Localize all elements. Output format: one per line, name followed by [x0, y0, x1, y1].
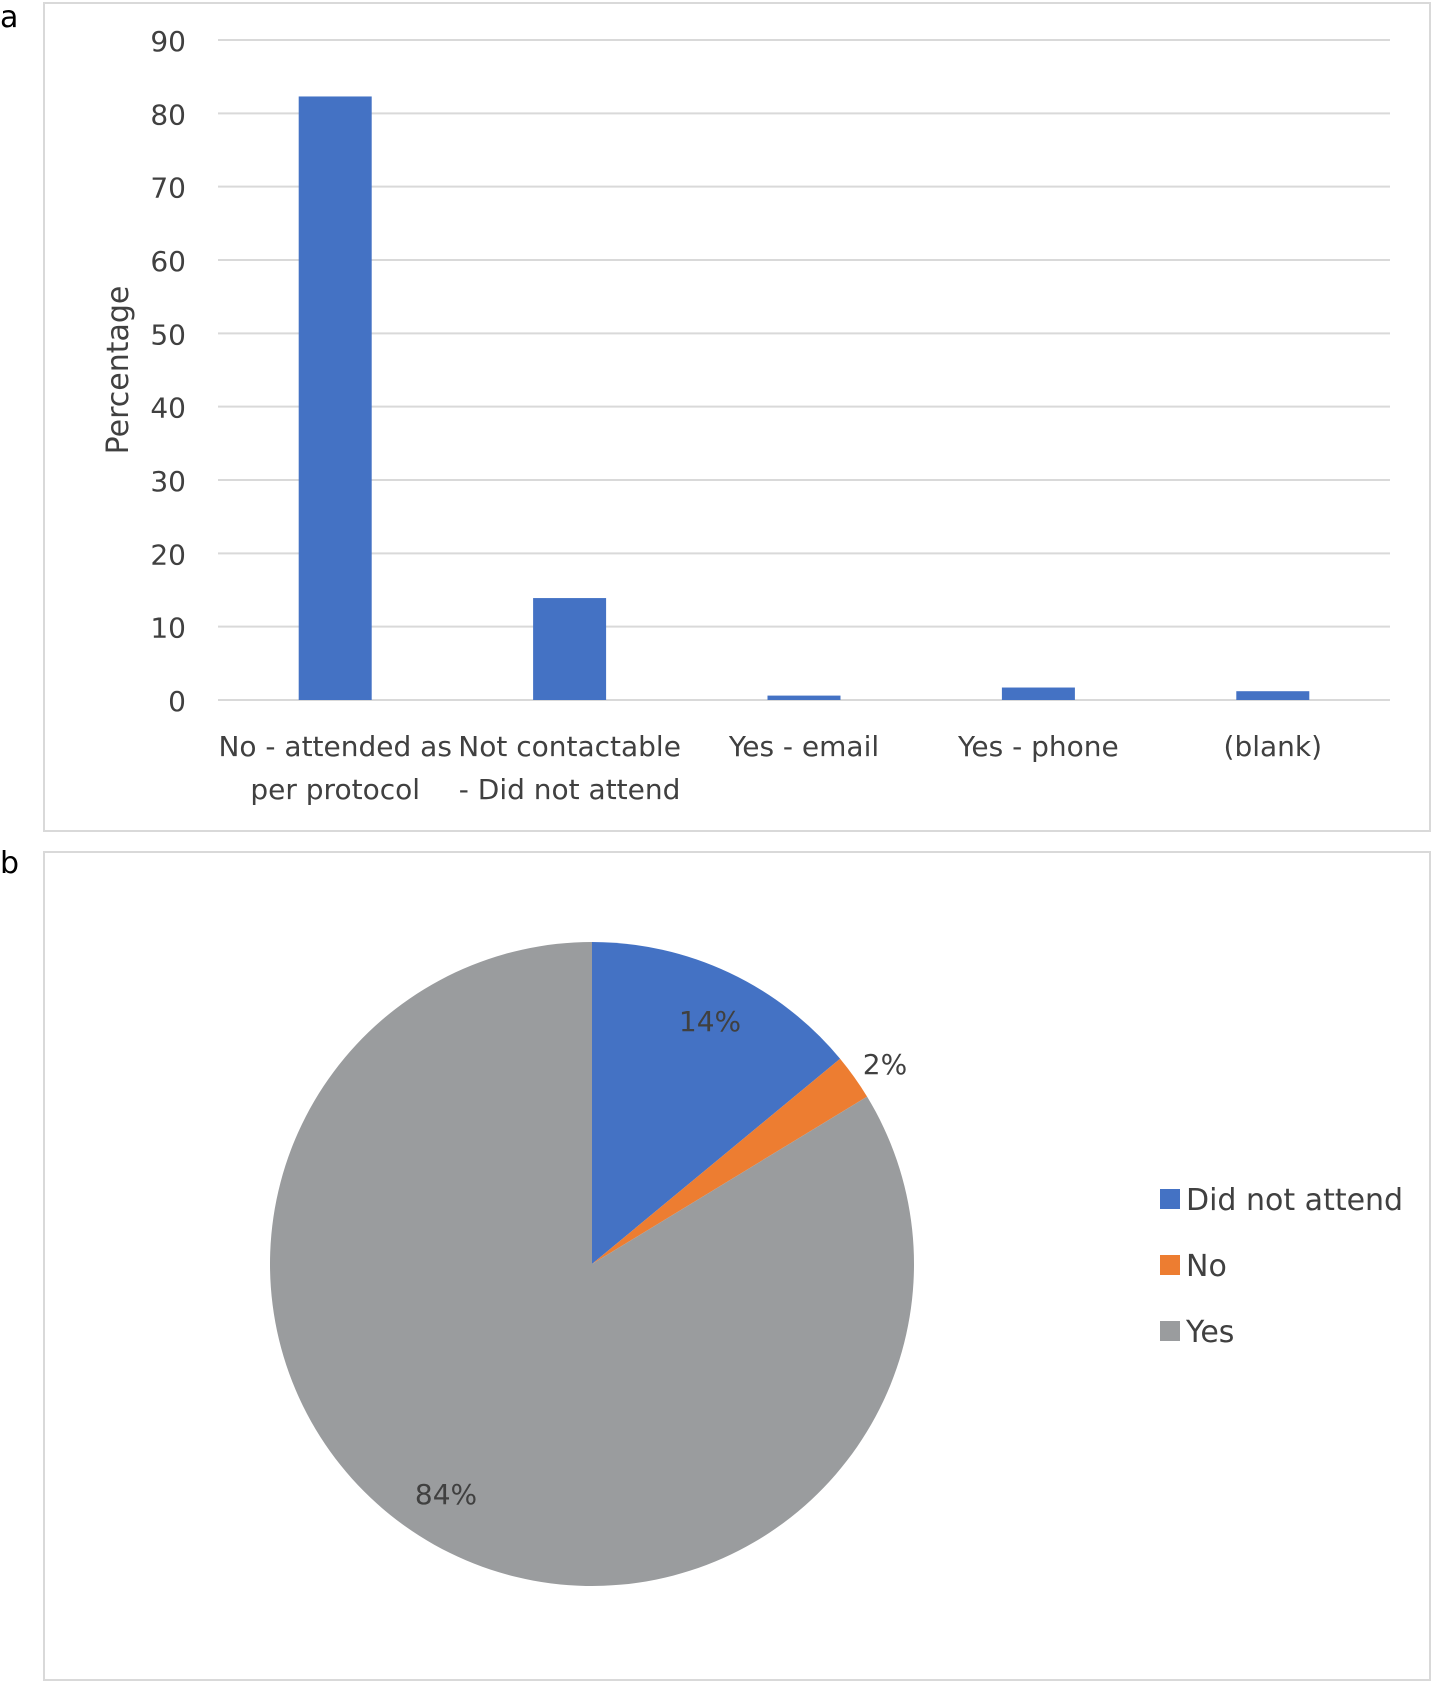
y-tick-label: 10	[150, 612, 186, 645]
x-tick-label: Yes - email	[728, 730, 879, 763]
y-tick-label: 90	[150, 25, 186, 58]
bar	[1001, 687, 1075, 700]
bar	[298, 96, 372, 700]
pie-chart: 14% 2% 84% Did not attend No Yes	[269, 942, 1403, 1586]
legend-swatch	[1160, 1255, 1180, 1275]
y-tick-label: 40	[150, 392, 186, 425]
x-tick-label: Not contactable	[458, 730, 681, 763]
bar	[767, 695, 841, 700]
y-tick-label: 0	[168, 685, 186, 718]
legend-swatch	[1160, 1321, 1180, 1341]
y-tick-label: 70	[150, 172, 186, 205]
y-tick-label: 60	[150, 245, 186, 278]
legend-swatch	[1160, 1189, 1180, 1209]
pie-slice	[592, 942, 841, 1264]
x-tick-label: No - attended as	[218, 730, 452, 763]
bar	[1236, 691, 1310, 700]
pie-chart-frame	[43, 851, 1431, 1681]
bar-chart-frame	[43, 2, 1431, 832]
legend-entry: Yes	[1185, 1315, 1234, 1350]
slice-data-label: 2%	[863, 1048, 907, 1081]
y-tick-label: 30	[150, 465, 186, 498]
legend-entry: Did not attend	[1186, 1183, 1403, 1218]
panel-label-a: a	[0, 0, 19, 35]
legend-entry: No	[1186, 1249, 1227, 1284]
pie-slice	[592, 1058, 868, 1264]
y-tick-label: 80	[150, 98, 186, 131]
bar	[533, 598, 607, 700]
x-tick-label: - Did not attend	[459, 773, 681, 806]
y-tick-label: 20	[150, 538, 186, 571]
slice-data-label: 84%	[415, 1478, 477, 1511]
x-tick-label: Yes - phone	[957, 730, 1119, 763]
y-tick-label: 50	[150, 318, 186, 351]
bar-chart: 0 10 20 30 40 50 60 70 80 90 Percentage No - attend…	[101, 25, 1390, 806]
panel-label-b: b	[0, 846, 20, 881]
slice-data-label: 14%	[679, 1005, 741, 1038]
pie-slice	[269, 942, 914, 1586]
x-tick-label: (blank)	[1224, 730, 1323, 763]
y-axis-label: Percentage	[101, 286, 136, 455]
x-tick-label: per protocol	[250, 773, 420, 806]
